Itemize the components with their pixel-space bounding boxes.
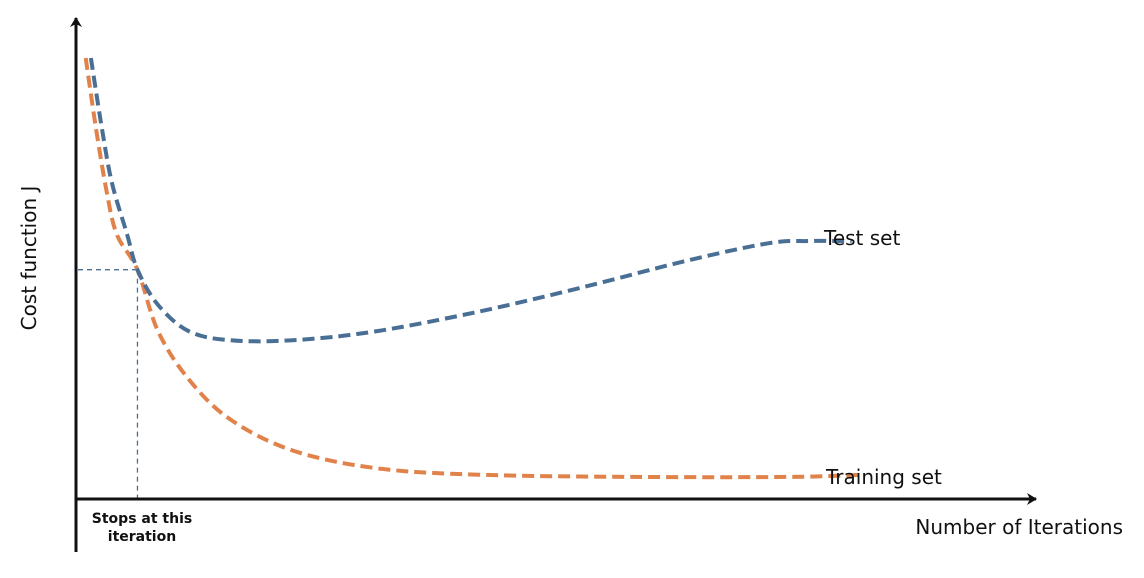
series-label-test: Test set bbox=[823, 226, 900, 250]
stop-guide-lines bbox=[78, 269, 139, 498]
series-layer bbox=[83, 57, 863, 480]
y-axis-label: Cost function J bbox=[17, 186, 41, 331]
x-axis-label: Number of Iterations bbox=[915, 515, 1123, 539]
series-line-training-set bbox=[83, 57, 863, 480]
series-line-test-set bbox=[88, 57, 852, 344]
series-label-training: Training set bbox=[825, 465, 942, 489]
stop-annotation: Stops at this iteration bbox=[92, 511, 192, 545]
